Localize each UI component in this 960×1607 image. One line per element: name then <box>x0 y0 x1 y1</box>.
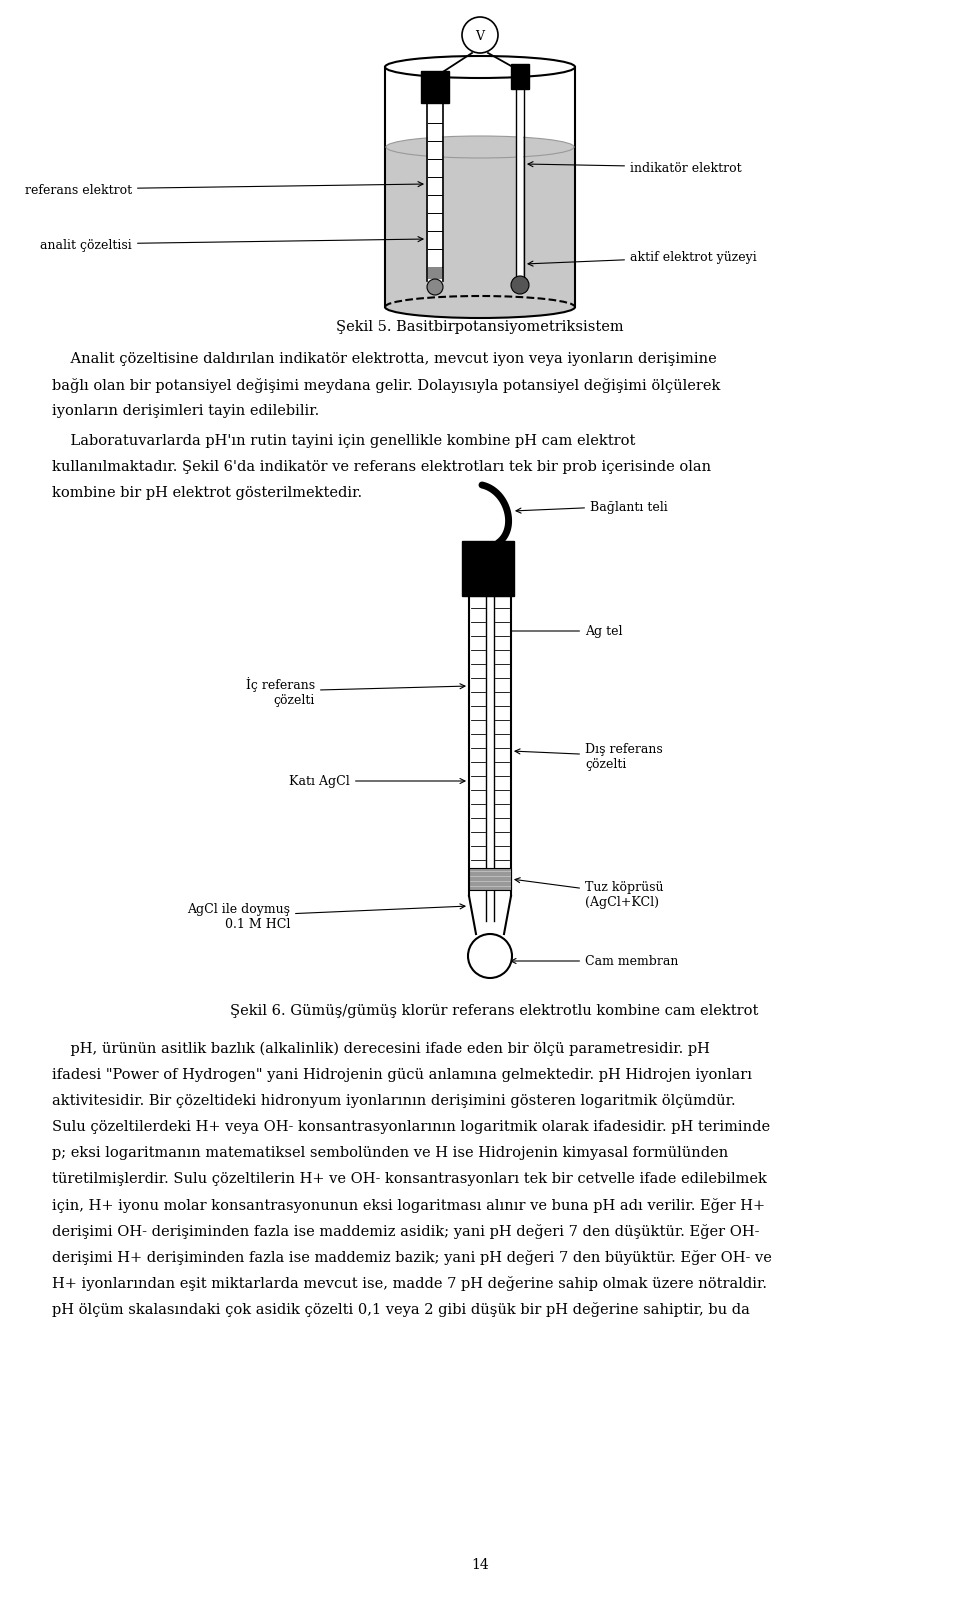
Text: derişimi H+ derişiminden fazla ise maddemiz bazik; yani pH değeri 7 den büyüktür: derişimi H+ derişiminden fazla ise madde… <box>52 1249 772 1265</box>
Text: aktif elektrot yüzeyi: aktif elektrot yüzeyi <box>528 251 756 267</box>
Text: 14: 14 <box>471 1557 489 1572</box>
Text: Katı AgCl: Katı AgCl <box>289 775 465 787</box>
Text: V: V <box>475 29 485 42</box>
Bar <box>462 542 514 596</box>
Bar <box>517 90 523 278</box>
Text: türetilmişlerdir. Sulu çözeltilerin H+ ve OH- konsantrasyonları tek bir cetvelle: türetilmişlerdir. Sulu çözeltilerin H+ v… <box>52 1172 767 1186</box>
Bar <box>470 596 510 897</box>
Circle shape <box>468 934 512 979</box>
Text: referans elektrot: referans elektrot <box>25 183 423 196</box>
Text: Laboratuvarlarda pH'ın rutin tayini için genellikle kombine pH cam elektrot: Laboratuvarlarda pH'ın rutin tayini için… <box>52 434 636 448</box>
Bar <box>469 868 511 890</box>
Ellipse shape <box>385 56 575 79</box>
Text: Sulu çözeltilerdeki H+ veya OH- konsantrasyonlarının logaritmik olarak ifadesidi: Sulu çözeltilerdeki H+ veya OH- konsantr… <box>52 1120 770 1133</box>
Text: kullanılmaktadır. Şekil 6'da indikatör ve referans elektrotları tek bir prob içe: kullanılmaktadır. Şekil 6'da indikatör v… <box>52 460 711 474</box>
Text: Bağlantı teli: Bağlantı teli <box>516 500 668 514</box>
Bar <box>511 64 529 90</box>
Text: analit çözeltisi: analit çözeltisi <box>40 238 423 251</box>
Text: iyonların derişimleri tayin edilebilir.: iyonların derişimleri tayin edilebilir. <box>52 403 320 418</box>
Text: Tuz köprüsü
(AgCl+KCl): Tuz köprüsü (AgCl+KCl) <box>515 877 663 908</box>
Text: bağlı olan bir potansiyel değişimi meydana gelir. Dolayısıyla potansiyel değişim: bağlı olan bir potansiyel değişimi meyda… <box>52 378 720 392</box>
Text: aktivitesidir. Bir çözeltideki hidronyum iyonlarının derişimini gösteren logarit: aktivitesidir. Bir çözeltideki hidronyum… <box>52 1093 735 1107</box>
Text: Şekil 5. Basitbirpotansiyometriksistem: Şekil 5. Basitbirpotansiyometriksistem <box>336 320 624 334</box>
Ellipse shape <box>386 297 574 318</box>
Circle shape <box>462 18 498 55</box>
Text: Dış referans
çözelti: Dış referans çözelti <box>515 742 662 770</box>
Text: AgCl ile doymuş
0.1 M HCl: AgCl ile doymuş 0.1 M HCl <box>187 903 465 930</box>
Circle shape <box>427 280 443 296</box>
Bar <box>421 72 449 104</box>
Text: indikatör elektrot: indikatör elektrot <box>528 161 742 175</box>
Text: İç referans
çözelti: İç referans çözelti <box>246 677 465 707</box>
Text: ifadesi "Power of Hydrogen" yani Hidrojenin gücü anlamına gelmektedir. pH Hidroj: ifadesi "Power of Hydrogen" yani Hidroje… <box>52 1067 752 1082</box>
Text: Ag tel: Ag tel <box>498 625 622 638</box>
Bar <box>428 268 442 280</box>
Bar <box>386 148 574 309</box>
Text: H+ iyonlarından eşit miktarlarda mevcut ise, madde 7 pH değerine sahip olmak üze: H+ iyonlarından eşit miktarlarda mevcut … <box>52 1276 767 1290</box>
Circle shape <box>511 276 529 294</box>
Text: Analit çözeltisine daldırılan indikatör elektrotta, mevcut iyon veya iyonların d: Analit çözeltisine daldırılan indikatör … <box>52 352 717 366</box>
Text: Şekil 6. Gümüş/gümüş klorür referans elektrotlu kombine cam elektrot: Şekil 6. Gümüş/gümüş klorür referans ele… <box>230 1003 758 1017</box>
Text: pH ölçüm skalasındaki çok asidik çözelti 0,1 veya 2 gibi düşük bir pH değerine s: pH ölçüm skalasındaki çok asidik çözelti… <box>52 1302 750 1316</box>
Text: için, H+ iyonu molar konsantrasyonunun eksi logaritması alınır ve buna pH adı ve: için, H+ iyonu molar konsantrasyonunun e… <box>52 1197 765 1212</box>
Ellipse shape <box>386 137 574 159</box>
Text: Cam membran: Cam membran <box>511 955 679 967</box>
Text: kombine bir pH elektrot gösterilmektedir.: kombine bir pH elektrot gösterilmektedir… <box>52 485 362 500</box>
Polygon shape <box>469 897 511 934</box>
Text: derişimi OH- derişiminden fazla ise maddemiz asidik; yani pH değeri 7 den düşükt: derişimi OH- derişiminden fazla ise madd… <box>52 1223 759 1239</box>
Text: p; eksi logaritmanın matematiksel sembolünden ve H ise Hidrojenin kimyasal formü: p; eksi logaritmanın matematiksel sembol… <box>52 1146 729 1159</box>
Bar <box>428 104 442 281</box>
Text: pH, ürünün asitlik bazlık (alkalinlik) derecesini ifade eden bir ölçü parametres: pH, ürünün asitlik bazlık (alkalinlik) d… <box>52 1041 709 1056</box>
